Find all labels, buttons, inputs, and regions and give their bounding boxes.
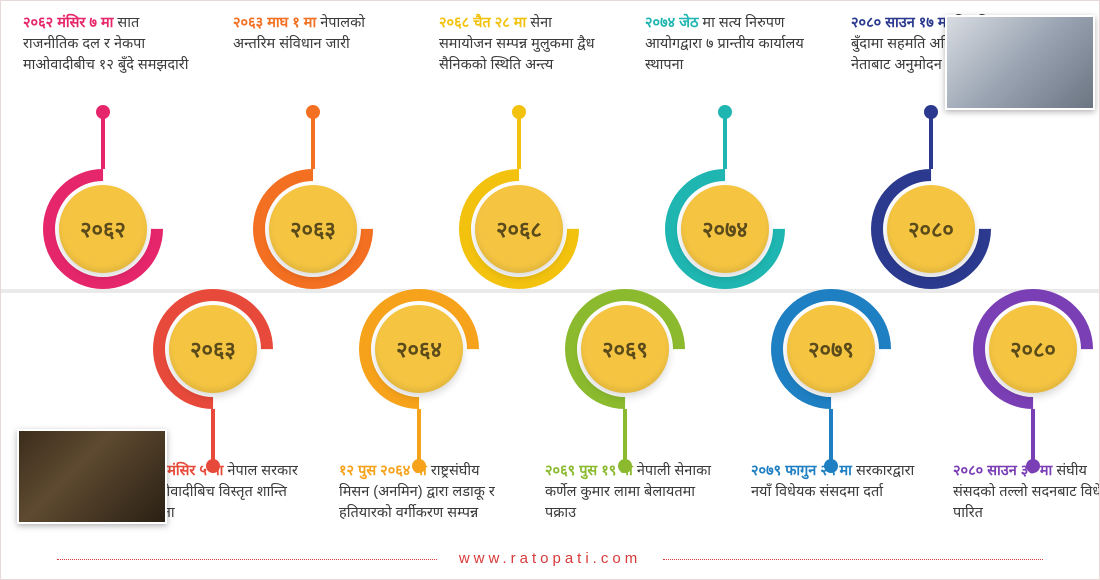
timeline-infographic: २०६२ २०६२ मंसिर ७ मा सात राजनीतिक दल र न… <box>0 0 1100 580</box>
event-photo-bottom-left <box>17 429 167 524</box>
connector-knob <box>96 105 110 119</box>
event-date: २०८० साउन ३० मा <box>953 463 1052 479</box>
year-disc: २०६३ <box>169 305 257 393</box>
year-disc: २०७९ <box>787 305 875 393</box>
connector-stem <box>517 115 521 169</box>
connector-stem <box>417 409 421 463</box>
event-description: २०८० साउन ३० मा संघीय संसदको तल्लो सदनबा… <box>953 461 1100 524</box>
connector-stem <box>623 409 627 463</box>
year-disc: २०६८ <box>475 185 563 273</box>
connector-stem <box>311 115 315 169</box>
event-date: २०८० साउन १७ मा <box>851 15 950 31</box>
event-date: २०७९ फागुन २५ मा <box>751 463 852 479</box>
connector-knob <box>306 105 320 119</box>
connector-stem <box>211 409 215 463</box>
year-disc: २०६३ <box>269 185 357 273</box>
connector-stem <box>929 115 933 169</box>
event-date: १२ पुस २०६४ मा <box>339 463 427 479</box>
year-disc: २०८० <box>887 185 975 273</box>
event-photo-top-right <box>945 15 1095 110</box>
event-date: २०६८ चैत २८ मा <box>439 15 526 31</box>
connector-stem <box>723 115 727 169</box>
connector-knob <box>924 105 938 119</box>
event-date: २०७४ जेठ <box>645 15 698 31</box>
connector-knob <box>512 105 526 119</box>
source-url: www.ratopati.com <box>459 550 641 567</box>
connector-knob <box>718 105 732 119</box>
year-disc: २०८० <box>989 305 1077 393</box>
year-disc: २०६२ <box>59 185 147 273</box>
event-date: २०६३ माघ १ मा <box>233 15 316 31</box>
connector-stem <box>1031 409 1035 463</box>
connector-stem <box>101 115 105 169</box>
year-disc: २०६४ <box>375 305 463 393</box>
connector-stem <box>829 409 833 463</box>
source-footer: www.ratopati.com <box>1 550 1099 567</box>
event-date: २०६९ पुस १९ मा <box>545 463 633 479</box>
year-disc: २०७४ <box>681 185 769 273</box>
year-disc: २०६९ <box>581 305 669 393</box>
event-date: २०६२ मंसिर ७ मा <box>23 15 113 31</box>
